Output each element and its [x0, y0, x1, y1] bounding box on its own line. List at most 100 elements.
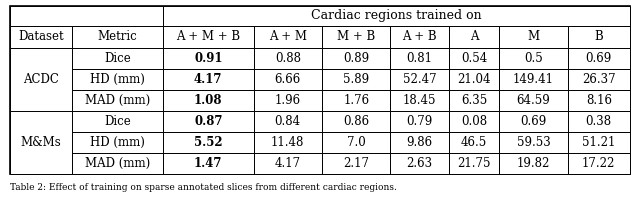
Text: 149.41: 149.41 [513, 73, 554, 86]
Text: 59.53: 59.53 [516, 136, 550, 149]
Bar [390, 111, 449, 132]
Text: M: M [527, 30, 540, 43]
Bar [568, 48, 630, 69]
Text: 5.52: 5.52 [194, 136, 223, 149]
Bar [163, 6, 630, 26]
Text: M&Ms: M&Ms [21, 136, 61, 149]
Bar [390, 90, 449, 111]
Bar [72, 48, 163, 69]
Bar [568, 153, 630, 174]
Text: 1.47: 1.47 [194, 157, 223, 170]
Text: 51.21: 51.21 [582, 136, 616, 149]
Text: HD (mm): HD (mm) [90, 136, 145, 149]
Bar [72, 69, 163, 90]
Text: 0.79: 0.79 [406, 115, 433, 128]
Bar [499, 153, 568, 174]
Text: A: A [470, 30, 478, 43]
Text: A + M: A + M [269, 30, 307, 43]
Bar [253, 153, 322, 174]
Text: 0.69: 0.69 [586, 52, 612, 65]
Bar [72, 111, 163, 132]
Bar [568, 111, 630, 132]
Text: 0.84: 0.84 [275, 115, 301, 128]
Bar [322, 153, 390, 174]
Text: MAD (mm): MAD (mm) [85, 94, 150, 107]
Text: 4.17: 4.17 [275, 157, 301, 170]
Bar [449, 132, 499, 153]
Text: 17.22: 17.22 [582, 157, 616, 170]
Bar [253, 69, 322, 90]
Bar [322, 48, 390, 69]
Bar [253, 48, 322, 69]
Text: 0.81: 0.81 [406, 52, 433, 65]
Bar [10, 6, 163, 26]
Bar [499, 90, 568, 111]
Text: 7.0: 7.0 [347, 136, 365, 149]
Text: Dice: Dice [104, 115, 131, 128]
Bar [390, 26, 449, 48]
Bar [322, 26, 390, 48]
Bar [390, 153, 449, 174]
Bar [163, 26, 253, 48]
Bar [72, 132, 163, 153]
Bar [322, 132, 390, 153]
Text: 21.04: 21.04 [457, 73, 491, 86]
Bar [163, 111, 253, 132]
Text: A + M + B: A + M + B [176, 30, 241, 43]
Bar [253, 132, 322, 153]
Text: 0.38: 0.38 [586, 115, 612, 128]
Bar [253, 26, 322, 48]
Bar [568, 90, 630, 111]
Text: 18.45: 18.45 [403, 94, 436, 107]
Text: 4.17: 4.17 [194, 73, 223, 86]
Text: 0.91: 0.91 [194, 52, 223, 65]
Bar [163, 153, 253, 174]
Text: Cardiac regions trained on: Cardiac regions trained on [311, 9, 482, 22]
Bar [449, 48, 499, 69]
Text: 8.16: 8.16 [586, 94, 612, 107]
Text: Table 2: Effect of training on sparse annotated slices from different cardiac re: Table 2: Effect of training on sparse an… [10, 184, 397, 193]
Bar [568, 132, 630, 153]
Text: Dice: Dice [104, 52, 131, 65]
Bar [499, 132, 568, 153]
Text: A + B: A + B [403, 30, 437, 43]
Bar [163, 90, 253, 111]
Bar [10, 6, 630, 174]
Text: 0.86: 0.86 [343, 115, 369, 128]
Bar [390, 132, 449, 153]
Text: 1.76: 1.76 [343, 94, 369, 107]
Text: 6.66: 6.66 [275, 73, 301, 86]
Bar [322, 111, 390, 132]
Bar [499, 69, 568, 90]
Text: 6.35: 6.35 [461, 94, 487, 107]
Text: 0.54: 0.54 [461, 52, 487, 65]
Text: 2.63: 2.63 [406, 157, 433, 170]
Bar [499, 111, 568, 132]
Bar [10, 26, 72, 48]
Text: MAD (mm): MAD (mm) [85, 157, 150, 170]
Bar [499, 26, 568, 48]
Bar [499, 48, 568, 69]
Bar [72, 90, 163, 111]
Text: 21.75: 21.75 [457, 157, 491, 170]
Text: 1.08: 1.08 [194, 94, 223, 107]
Text: M + B: M + B [337, 30, 375, 43]
Text: 0.89: 0.89 [343, 52, 369, 65]
Bar [72, 26, 163, 48]
Bar [253, 111, 322, 132]
Bar [390, 48, 449, 69]
Bar [449, 90, 499, 111]
Bar [163, 132, 253, 153]
Bar [449, 111, 499, 132]
Bar [163, 69, 253, 90]
Text: 52.47: 52.47 [403, 73, 436, 86]
Bar [568, 69, 630, 90]
Text: 19.82: 19.82 [516, 157, 550, 170]
Text: Dataset: Dataset [19, 30, 64, 43]
Text: B: B [595, 30, 603, 43]
Bar [449, 69, 499, 90]
Bar [163, 48, 253, 69]
Bar [449, 26, 499, 48]
Text: 5.89: 5.89 [343, 73, 369, 86]
Text: ACDC: ACDC [23, 73, 59, 86]
